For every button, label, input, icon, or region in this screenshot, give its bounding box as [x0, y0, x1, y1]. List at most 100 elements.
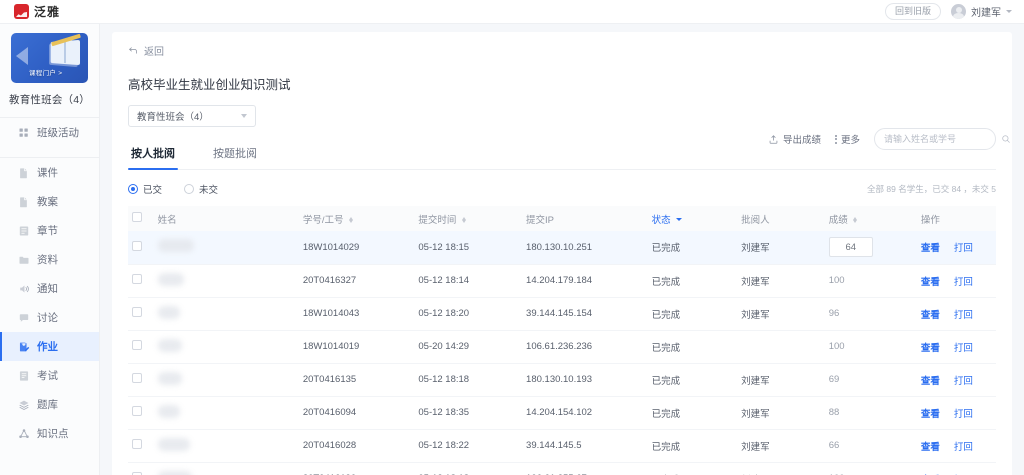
actions-cell: 查看 打回: [916, 396, 996, 430]
search-input[interactable]: [884, 134, 1001, 144]
return-action[interactable]: 打回: [953, 375, 973, 387]
sidebar-divider: [0, 157, 99, 158]
sidebar-item-5[interactable]: 通知: [0, 274, 99, 303]
sidebar-item-10[interactable]: 知识点: [0, 419, 99, 448]
table-row[interactable]: 20T0416327 05-12 18:14 14.204.179.184 已完成 刘建…: [128, 264, 996, 298]
row-checkbox[interactable]: [132, 373, 142, 383]
score-value: 69: [828, 374, 840, 385]
sidebar-item-8[interactable]: 考试: [0, 361, 99, 390]
row-select-cell: [128, 264, 154, 298]
sort-icon[interactable]: [349, 216, 354, 223]
export-grades-button[interactable]: 导出成绩: [768, 132, 821, 146]
tab-1[interactable]: 按题批阅: [213, 148, 257, 160]
view-action[interactable]: 查看: [920, 375, 940, 387]
score-value: 96: [828, 308, 840, 319]
row-checkbox[interactable]: [132, 472, 142, 475]
return-action[interactable]: 打回: [953, 276, 973, 288]
more-button[interactable]: 更多: [834, 132, 860, 146]
view-action[interactable]: 查看: [920, 309, 940, 321]
homework-icon: [19, 342, 30, 351]
view-action[interactable]: 查看: [920, 276, 940, 288]
th-select-all: [128, 206, 154, 231]
score-input[interactable]: [828, 237, 873, 258]
submit-ip-cell: 14.204.154.102: [522, 396, 648, 430]
table-row[interactable]: 20T0416135 05-12 18:18 180.130.10.193 已完成 刘建…: [128, 363, 996, 397]
th-score[interactable]: 成绩: [824, 206, 917, 231]
sidebar-item-label: 章节: [37, 225, 58, 237]
row-checkbox[interactable]: [132, 240, 142, 251]
sidebar-item-0[interactable]: 班级活动: [0, 118, 99, 147]
submit-time-cell: 05-12 18:18: [414, 363, 523, 397]
chevron-down-icon[interactable]: [676, 218, 683, 222]
search-box[interactable]: [874, 128, 1010, 150]
chevron-down-icon: [1006, 9, 1012, 13]
brand[interactable]: 泛雅: [14, 3, 60, 20]
sort-icon[interactable]: [853, 216, 858, 223]
view-action[interactable]: 查看: [920, 441, 940, 453]
grader-cell: 刘建军: [737, 231, 825, 265]
chat-icon: [19, 313, 29, 322]
select-all-checkbox[interactable]: [132, 212, 142, 222]
row-checkbox[interactable]: [132, 274, 142, 284]
table-header-row: 姓名 学号/工号 提交时间 提交IP: [128, 206, 996, 231]
table-row[interactable]: 20T0416028 05-12 18:22 39.144.145.5 已完成 刘建军 6…: [128, 429, 996, 463]
return-action[interactable]: 打回: [953, 408, 973, 420]
view-action[interactable]: 查看: [920, 408, 940, 420]
old-version-button[interactable]: 回到旧版: [884, 3, 941, 20]
back-button[interactable]: 返回: [112, 32, 1012, 58]
table-header: 姓名 学号/工号 提交时间 提交IP: [128, 206, 996, 231]
sort-icon[interactable]: [462, 216, 467, 223]
filter-radio-0[interactable]: 已交: [128, 182, 162, 196]
filter-radio-1[interactable]: 未交: [184, 182, 218, 196]
sidebar-item-label: 班级活动: [37, 127, 79, 139]
sidebar-item-2[interactable]: 教案: [0, 187, 99, 216]
th-state[interactable]: 状态: [647, 206, 738, 231]
return-action[interactable]: 打回: [953, 243, 973, 255]
sidebar-item-9[interactable]: 题库: [0, 390, 99, 419]
th-student-id[interactable]: 学号/工号: [298, 206, 415, 231]
course-portal-card[interactable]: 课程门户 >: [11, 33, 88, 83]
submit-time-cell: 05-12 18:14: [414, 264, 523, 298]
th-name-label: 姓名: [157, 214, 177, 226]
more-dots-icon: [834, 134, 837, 144]
table-row[interactable]: 18W1014029 05-12 18:15 180.130.10.251 已完成 刘建…: [128, 231, 996, 265]
return-action[interactable]: 打回: [953, 342, 973, 354]
row-checkbox[interactable]: [132, 406, 142, 416]
row-checkbox[interactable]: [132, 307, 142, 317]
student-name-redacted: [157, 272, 184, 286]
return-action[interactable]: 打回: [953, 309, 973, 321]
row-checkbox[interactable]: [132, 340, 142, 350]
th-submit-ip-label: 提交IP: [526, 214, 555, 226]
table-row[interactable]: 20T0416094 05-12 18:35 14.204.154.102 已完成 刘建…: [128, 396, 996, 430]
state-cell: 已完成: [647, 231, 738, 265]
th-submit-time[interactable]: 提交时间: [414, 206, 523, 231]
return-action[interactable]: 打回: [953, 441, 973, 453]
student-name-redacted: [157, 437, 190, 451]
row-select-cell: [128, 363, 154, 397]
grader-cell: 刘建军: [737, 429, 825, 463]
more-label: 更多: [840, 135, 860, 146]
view-action[interactable]: 查看: [920, 342, 940, 354]
class-select[interactable]: 教育性班会（4）: [128, 105, 256, 127]
sidebar-item-4[interactable]: 资料: [0, 245, 99, 274]
table-row[interactable]: 18W1014019 05-20 14:29 106.61.236.236 已完成 10…: [128, 330, 996, 364]
table-row[interactable]: 18W1014043 05-12 18:20 39.144.145.154 已完成 刘建…: [128, 297, 996, 331]
user-menu[interactable]: 刘建军: [951, 3, 1012, 19]
sidebar-nav: 班级活动课件 教案章节资料 通知 讨论 作业 考试 题库 知识点: [0, 118, 99, 448]
table-row[interactable]: 20T041619005-12 18:18106.61.255.67已完成刘建军…: [128, 462, 996, 475]
row-checkbox[interactable]: [132, 439, 142, 449]
sidebar-item-6[interactable]: 讨论: [0, 303, 99, 332]
search-icon[interactable]: [1001, 134, 1011, 144]
tab-0[interactable]: 按人批阅: [128, 145, 178, 170]
view-action[interactable]: 查看: [920, 243, 940, 255]
sidebar-item-7[interactable]: 作业: [0, 332, 99, 361]
avatar: [951, 3, 966, 19]
sidebar-item-1[interactable]: 课件: [0, 158, 99, 187]
stats-summary: 全部 89 名学生，已交 84 ，未交 5: [867, 184, 996, 194]
sidebar-item-3[interactable]: 章节: [0, 216, 99, 245]
submit-time-cell: 05-12 18:35: [414, 396, 523, 430]
student-name-redacted: [157, 338, 182, 352]
top-bar-right: 回到旧版 刘建军: [884, 3, 1012, 20]
file-icon: [20, 196, 27, 207]
